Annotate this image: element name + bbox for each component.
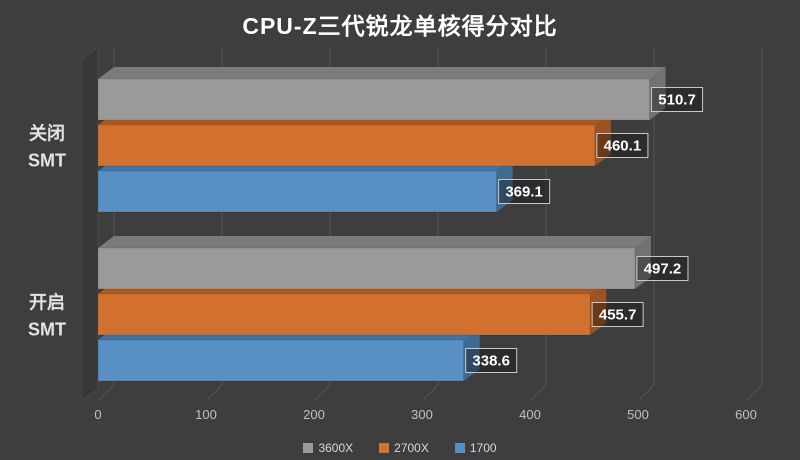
bar-front-3600x xyxy=(97,247,636,290)
legend: 3600X 2700X 1700 xyxy=(0,441,800,455)
floor-grid-line xyxy=(205,384,223,402)
legend-label: 2700X xyxy=(394,441,429,455)
bar-end-face-1700 xyxy=(463,328,480,381)
bar-front-2700x xyxy=(97,293,591,336)
legend-item-1700: 1700 xyxy=(454,441,497,455)
bar-end-face-3600x xyxy=(634,236,651,289)
axis-tick-label: 300 xyxy=(411,407,433,422)
legend-item-2700x: 2700X xyxy=(379,441,429,455)
value-label: 369.1 xyxy=(505,184,543,201)
floor-grid-line xyxy=(313,384,331,402)
category-label-line: SMT xyxy=(28,151,66,171)
value-label-box xyxy=(591,302,644,327)
category-label-line: 开启 xyxy=(29,292,65,313)
bar-front-2700x xyxy=(97,124,596,167)
category-label-line: SMT xyxy=(28,320,66,340)
legend-marker xyxy=(379,443,390,453)
value-label: 460.1 xyxy=(604,138,642,155)
value-label-box xyxy=(651,87,704,112)
legend-marker xyxy=(454,443,465,453)
bar-front-1700 xyxy=(97,339,464,382)
value-label-box xyxy=(636,256,689,281)
axis-tick-label: 100 xyxy=(195,407,217,422)
legend-marker xyxy=(303,443,314,453)
category-label-line: 关闭 xyxy=(29,123,65,144)
value-label-box xyxy=(465,348,518,373)
floor-grid-line xyxy=(637,384,655,402)
legend-label: 1700 xyxy=(469,441,497,455)
value-label: 338.6 xyxy=(472,353,510,370)
bar-top-face-3600x xyxy=(98,67,666,79)
value-label-box xyxy=(596,133,649,158)
legend-item-3600x: 3600X xyxy=(303,441,353,455)
axis-tick-label: 200 xyxy=(303,407,325,422)
bar-front-1700 xyxy=(97,170,497,213)
floor-grid-line xyxy=(97,384,115,402)
bar-top-face-3600x xyxy=(98,236,651,248)
category-label: 关闭 SMT xyxy=(28,123,66,171)
axis-tick-label: 500 xyxy=(627,407,649,422)
value-label-box xyxy=(498,179,551,204)
bar-end-face-1700 xyxy=(496,159,513,212)
value-label: 510.7 xyxy=(658,92,696,109)
category-label: 开启 SMT xyxy=(28,292,66,340)
bar-end-face-2700x xyxy=(594,113,611,166)
value-label: 455.7 xyxy=(599,307,637,324)
floor-grid-line xyxy=(745,384,763,402)
legend-label: 3600X xyxy=(318,441,354,455)
bar-front-3600x xyxy=(97,78,650,121)
left-wall xyxy=(81,46,99,402)
axis-tick-label: 600 xyxy=(735,407,757,422)
value-label: 497.2 xyxy=(644,261,682,278)
axis-tick-label: 0 xyxy=(94,407,101,422)
bar-end-face-3600x xyxy=(649,67,666,120)
chart-title: CPU-Z三代锐龙单核得分对比 xyxy=(242,13,558,39)
floor-grid-line xyxy=(421,384,439,402)
floor-grid-line xyxy=(529,384,547,402)
axis-tick-label: 400 xyxy=(519,407,541,422)
bar-end-face-2700x xyxy=(590,282,607,335)
